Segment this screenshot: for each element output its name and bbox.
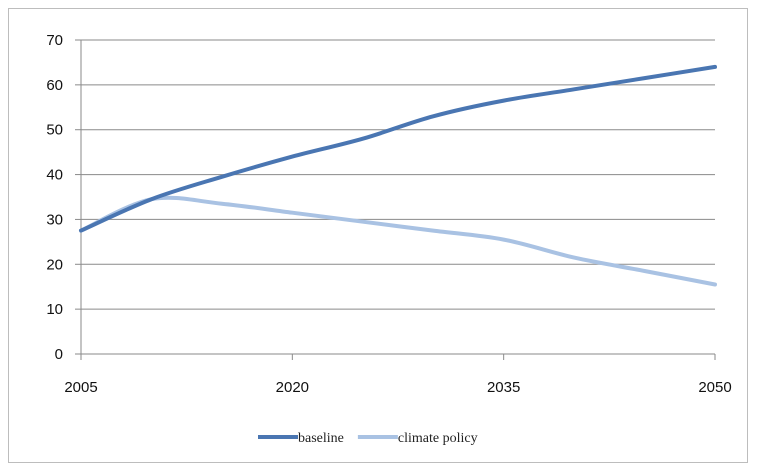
x-tick-labels: 2005 2020 2035 2050 — [64, 379, 731, 396]
legend: baseline climate policy — [258, 431, 478, 446]
legend-label-climate-policy: climate policy — [398, 431, 478, 446]
series-line-baseline — [79, 64, 717, 233]
x-tick-label: 2020 — [276, 379, 309, 396]
y-tick-label: 40 — [46, 167, 63, 184]
y-tick-label: 10 — [46, 301, 63, 318]
y-tick-labels: 0 10 20 30 40 50 60 70 — [46, 32, 63, 363]
series-lines — [79, 64, 717, 287]
y-tick-label: 50 — [46, 122, 63, 139]
y-tick-label: 60 — [46, 77, 63, 94]
x-tick-label: 2005 — [64, 379, 97, 396]
axes — [75, 39, 716, 360]
y-tick-label: 0 — [55, 346, 63, 363]
y-tick-label: 70 — [46, 32, 63, 49]
chart-frame — [8, 8, 748, 463]
series-line-climate-policy — [79, 195, 717, 287]
x-tick-label: 2035 — [487, 379, 520, 396]
y-tick-label: 20 — [46, 256, 63, 273]
x-tick-label: 2050 — [698, 379, 731, 396]
legend-label-baseline: baseline — [298, 431, 344, 446]
y-tick-label: 30 — [46, 211, 63, 228]
